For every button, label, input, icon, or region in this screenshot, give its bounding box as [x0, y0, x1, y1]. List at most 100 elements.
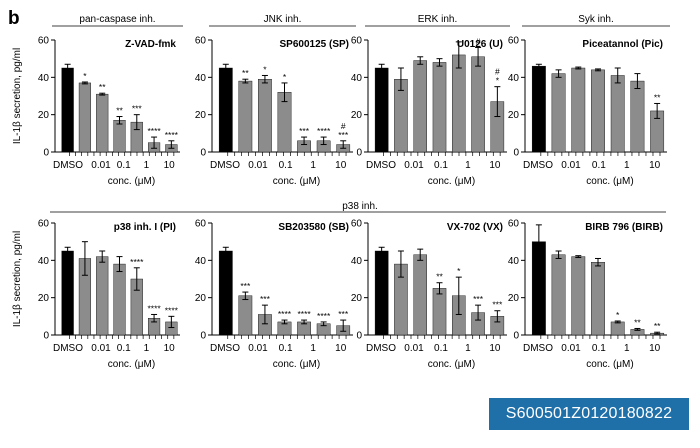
y-tick-label: 40 — [195, 256, 207, 267]
y-tick-label: 20 — [38, 110, 50, 121]
x-tick-label: 0.01 — [248, 343, 268, 354]
y-tick-label: 40 — [38, 73, 50, 84]
bar — [531, 65, 546, 153]
x-tick-label: 0.1 — [117, 160, 131, 171]
bar — [374, 67, 389, 153]
x-tick-label: 0.01 — [561, 160, 581, 171]
x-tick-label: DMSO — [53, 343, 83, 354]
significance-label: *** — [338, 309, 349, 319]
y-tick-label: 60 — [351, 36, 363, 47]
x-axis-label: conc. (μM) — [273, 359, 320, 370]
x-tick-label: 10 — [489, 343, 501, 354]
significance-label: * — [283, 72, 287, 82]
x-tick-label: 0.01 — [404, 343, 424, 354]
x-tick-label: DMSO — [366, 343, 396, 354]
y-tick-label: 60 — [38, 219, 50, 230]
y-tick-label: 0 — [356, 331, 362, 342]
bar — [432, 62, 447, 153]
x-tick-label: 0.1 — [592, 160, 606, 171]
bar — [610, 321, 625, 336]
significance-label: *** — [132, 104, 143, 114]
chart-title: VX-702 (VX) — [447, 222, 503, 233]
significance-label: **** — [147, 126, 161, 136]
chart-panel: pan-caspase inh. 0 20 40 60 IL-1β secretion, … — [12, 14, 183, 187]
bar — [374, 250, 389, 336]
x-tick-label: 0.1 — [434, 343, 448, 354]
bar — [96, 93, 109, 153]
bar — [551, 73, 566, 153]
y-tick-label: 0 — [513, 148, 519, 159]
significance-label: * — [83, 71, 87, 81]
x-tick-label: 0.1 — [279, 343, 293, 354]
significance-label: *** — [492, 300, 503, 310]
x-tick-label: 1 — [310, 160, 316, 171]
chart-title: p38 inh. I (PI) — [114, 222, 176, 233]
significance-label: *** — [473, 294, 484, 304]
y-tick-label: 60 — [508, 36, 520, 47]
y-tick-label: 60 — [38, 36, 50, 47]
x-axis-label: conc. (μM) — [428, 176, 475, 187]
x-axis-label: conc. (μM) — [586, 359, 633, 370]
y-tick-label: 40 — [195, 73, 207, 84]
x-tick-label: 1 — [465, 343, 471, 354]
y-tick-label: 60 — [195, 219, 207, 230]
chart-title: BIRB 796 (BIRB) — [585, 222, 663, 233]
significance-label: # — [476, 36, 481, 46]
x-axis-label: conc. (μM) — [428, 359, 475, 370]
chart-title: U0126 (U) — [457, 39, 503, 50]
y-tick-label: 40 — [508, 256, 520, 267]
bar — [258, 78, 272, 153]
x-tick-label: 0.01 — [404, 160, 424, 171]
significance-label: *** — [260, 294, 271, 304]
bar — [218, 250, 233, 336]
significance-label: **** — [165, 305, 179, 315]
bar — [218, 67, 233, 153]
x-axis-label: conc. (μM) — [273, 176, 320, 187]
significance-label: **** — [147, 303, 161, 313]
significance-label: **** — [130, 257, 144, 267]
significance-label: **** — [278, 309, 292, 319]
y-axis-label: IL-1β secretion, pg/ml — [12, 231, 23, 327]
x-tick-label: 1 — [624, 343, 630, 354]
significance-label: # — [495, 67, 500, 77]
significance-label: *** — [338, 130, 349, 140]
y-tick-label: 0 — [356, 148, 362, 159]
x-tick-label: DMSO — [523, 160, 553, 171]
x-tick-label: 0.1 — [434, 160, 448, 171]
y-tick-label: 20 — [351, 110, 363, 121]
x-tick-label: 1 — [465, 160, 471, 171]
x-tick-label: 0.01 — [248, 160, 268, 171]
chart-title: Z-VAD-fmk — [125, 39, 176, 50]
x-tick-label: DMSO — [523, 343, 553, 354]
bar — [432, 288, 447, 336]
significance-label: * — [457, 266, 461, 276]
x-tick-label: 10 — [164, 343, 176, 354]
significance-label: * — [263, 64, 267, 74]
y-tick-label: 60 — [508, 219, 520, 230]
bar — [610, 75, 625, 153]
x-tick-label: 1 — [144, 343, 150, 354]
group-header: ERK inh. — [418, 14, 457, 25]
x-tick-label: 0.1 — [117, 343, 131, 354]
significance-label: * — [616, 310, 620, 320]
y-tick-label: 20 — [195, 110, 207, 121]
chart-panel: 0 20 40 60 IL-1β secretion, pg/ml **** **** ***… — [12, 219, 180, 370]
x-tick-label: 10 — [649, 160, 661, 171]
bar — [113, 120, 126, 153]
significance-label: ** — [654, 321, 661, 331]
bar — [471, 56, 485, 153]
y-tick-label: 40 — [351, 256, 363, 267]
x-tick-label: 10 — [335, 160, 347, 171]
chart-title: SB203580 (SB) — [278, 222, 349, 233]
bar — [452, 54, 466, 153]
x-tick-label: 1 — [144, 160, 150, 171]
y-tick-label: 40 — [38, 256, 50, 267]
chart-title: SP600125 (SP) — [280, 39, 350, 50]
x-tick-label: 0.1 — [279, 160, 293, 171]
bar — [413, 254, 427, 336]
